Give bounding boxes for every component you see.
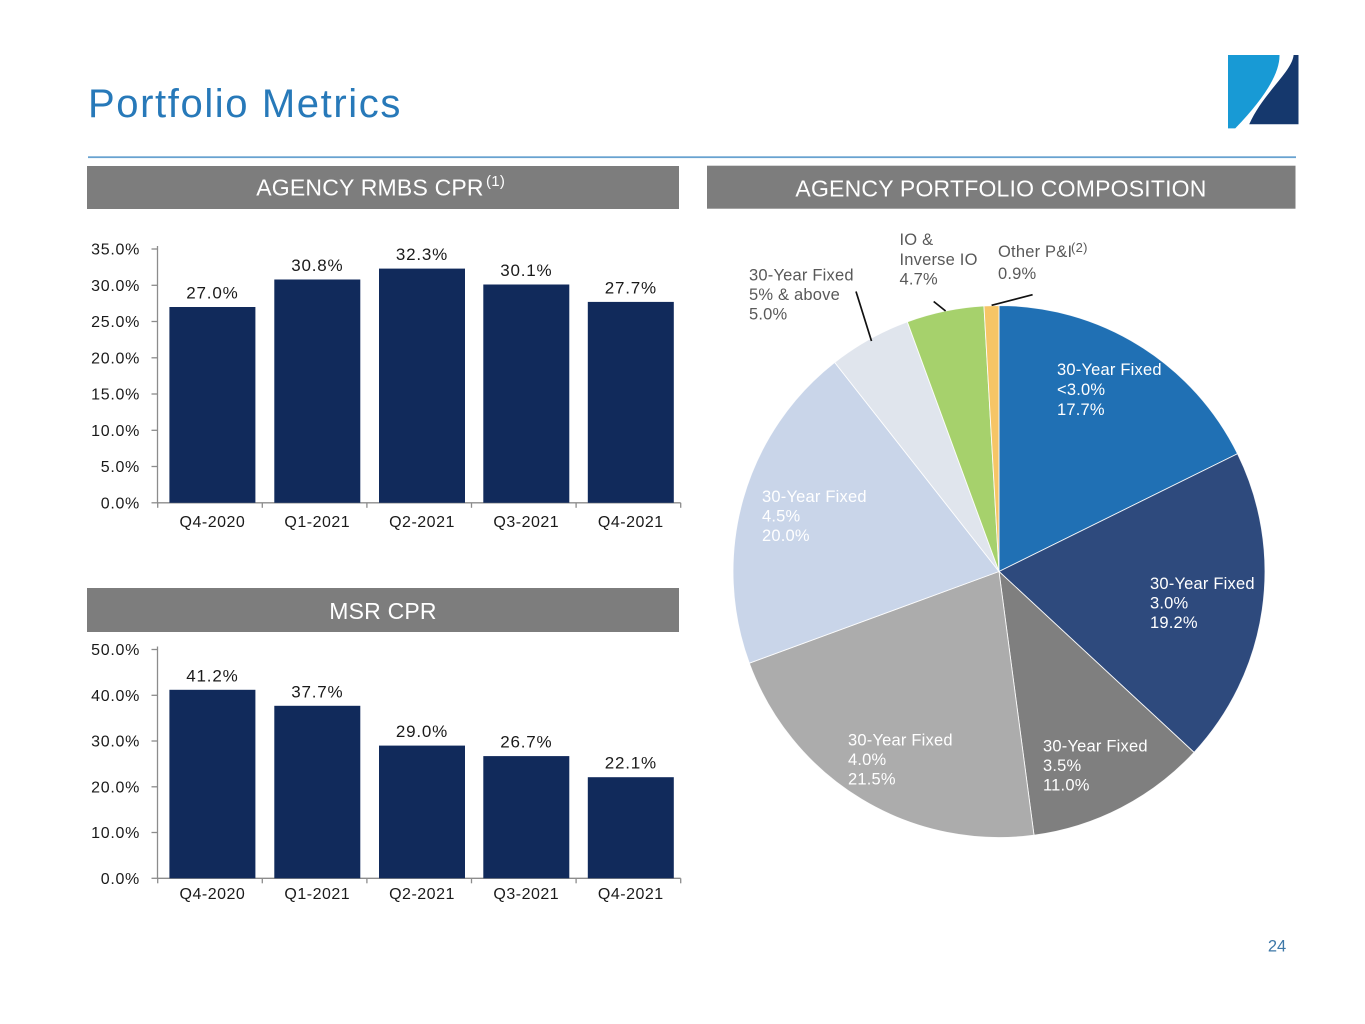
svg-text:5.0%: 5.0% xyxy=(749,306,788,324)
svg-text:0.9%: 0.9% xyxy=(998,265,1037,283)
svg-text:Q3-2021: Q3-2021 xyxy=(493,886,559,903)
svg-text:20.0%: 20.0% xyxy=(91,779,140,796)
svg-text:37.7%: 37.7% xyxy=(291,682,343,701)
svg-text:Q4-2020: Q4-2020 xyxy=(180,514,246,531)
svg-text:20.0%: 20.0% xyxy=(762,527,810,545)
svg-text:AGENCY RMBS CPR: AGENCY RMBS CPR xyxy=(256,175,484,201)
svg-text:Q4-2020: Q4-2020 xyxy=(180,886,246,903)
svg-text:4.0%: 4.0% xyxy=(848,751,887,769)
svg-text:4.5%: 4.5% xyxy=(762,508,801,526)
svg-text:Q4-2021: Q4-2021 xyxy=(598,886,664,903)
svg-text:Q2-2021: Q2-2021 xyxy=(389,886,455,903)
svg-text:(1): (1) xyxy=(486,173,505,190)
svg-text:32.3%: 32.3% xyxy=(396,245,448,264)
svg-text:30-Year Fixed: 30-Year Fixed xyxy=(749,267,854,285)
svg-text:30-Year Fixed: 30-Year Fixed xyxy=(1057,361,1162,379)
svg-text:17.7%: 17.7% xyxy=(1057,401,1105,419)
svg-text:Portfolio Metrics: Portfolio Metrics xyxy=(88,82,402,126)
svg-text:30.0%: 30.0% xyxy=(91,734,140,751)
svg-text:AGENCY PORTFOLIO COMPOSITION: AGENCY PORTFOLIO COMPOSITION xyxy=(795,176,1206,202)
svg-text:27.0%: 27.0% xyxy=(186,284,238,303)
svg-text:20.0%: 20.0% xyxy=(91,350,140,367)
svg-text:30-Year Fixed: 30-Year Fixed xyxy=(1043,738,1148,756)
svg-text:19.2%: 19.2% xyxy=(1150,614,1198,632)
svg-text:MSR CPR: MSR CPR xyxy=(329,598,436,624)
svg-text:35.0%: 35.0% xyxy=(91,242,140,259)
svg-text:<3.0%: <3.0% xyxy=(1057,381,1105,399)
svg-text:Q3-2021: Q3-2021 xyxy=(493,514,559,531)
svg-text:22.1%: 22.1% xyxy=(605,754,657,773)
svg-text:Inverse IO: Inverse IO xyxy=(900,251,978,269)
svg-text:Q1-2021: Q1-2021 xyxy=(284,514,350,531)
svg-text:40.0%: 40.0% xyxy=(91,688,140,705)
svg-text:29.0%: 29.0% xyxy=(396,722,448,741)
svg-text:10.0%: 10.0% xyxy=(91,825,140,842)
svg-text:Q1-2021: Q1-2021 xyxy=(284,886,350,903)
svg-text:30.1%: 30.1% xyxy=(500,261,552,280)
svg-text:4.7%: 4.7% xyxy=(900,271,939,289)
svg-text:0.0%: 0.0% xyxy=(101,871,140,888)
svg-text:41.2%: 41.2% xyxy=(186,666,238,685)
svg-text:11.0%: 11.0% xyxy=(1043,777,1090,795)
svg-text:10.0%: 10.0% xyxy=(91,423,140,440)
svg-text:26.7%: 26.7% xyxy=(500,733,552,752)
svg-text:30.0%: 30.0% xyxy=(91,278,140,295)
svg-text:5% & above: 5% & above xyxy=(749,286,840,304)
svg-text:30-Year Fixed: 30-Year Fixed xyxy=(848,732,953,750)
svg-text:50.0%: 50.0% xyxy=(91,642,140,659)
svg-text:Other P&I: Other P&I xyxy=(998,243,1072,261)
svg-text:Q4-2021: Q4-2021 xyxy=(598,514,664,531)
svg-text:Q2-2021: Q2-2021 xyxy=(389,514,455,531)
svg-text:24: 24 xyxy=(1268,938,1286,956)
svg-text:30-Year Fixed: 30-Year Fixed xyxy=(1150,575,1255,593)
svg-text:30.8%: 30.8% xyxy=(291,256,343,275)
svg-text:15.0%: 15.0% xyxy=(91,387,140,404)
svg-text:21.5%: 21.5% xyxy=(848,771,896,789)
svg-text:25.0%: 25.0% xyxy=(91,314,140,331)
svg-text:IO &: IO & xyxy=(900,231,934,249)
svg-text:0.0%: 0.0% xyxy=(101,495,140,512)
svg-text:5.0%: 5.0% xyxy=(101,459,140,476)
svg-text:3.5%: 3.5% xyxy=(1043,757,1082,775)
svg-text:30-Year Fixed: 30-Year Fixed xyxy=(762,488,867,506)
svg-text:27.7%: 27.7% xyxy=(605,278,657,297)
svg-text:3.0%: 3.0% xyxy=(1150,595,1189,613)
svg-text:(2): (2) xyxy=(1071,240,1088,255)
